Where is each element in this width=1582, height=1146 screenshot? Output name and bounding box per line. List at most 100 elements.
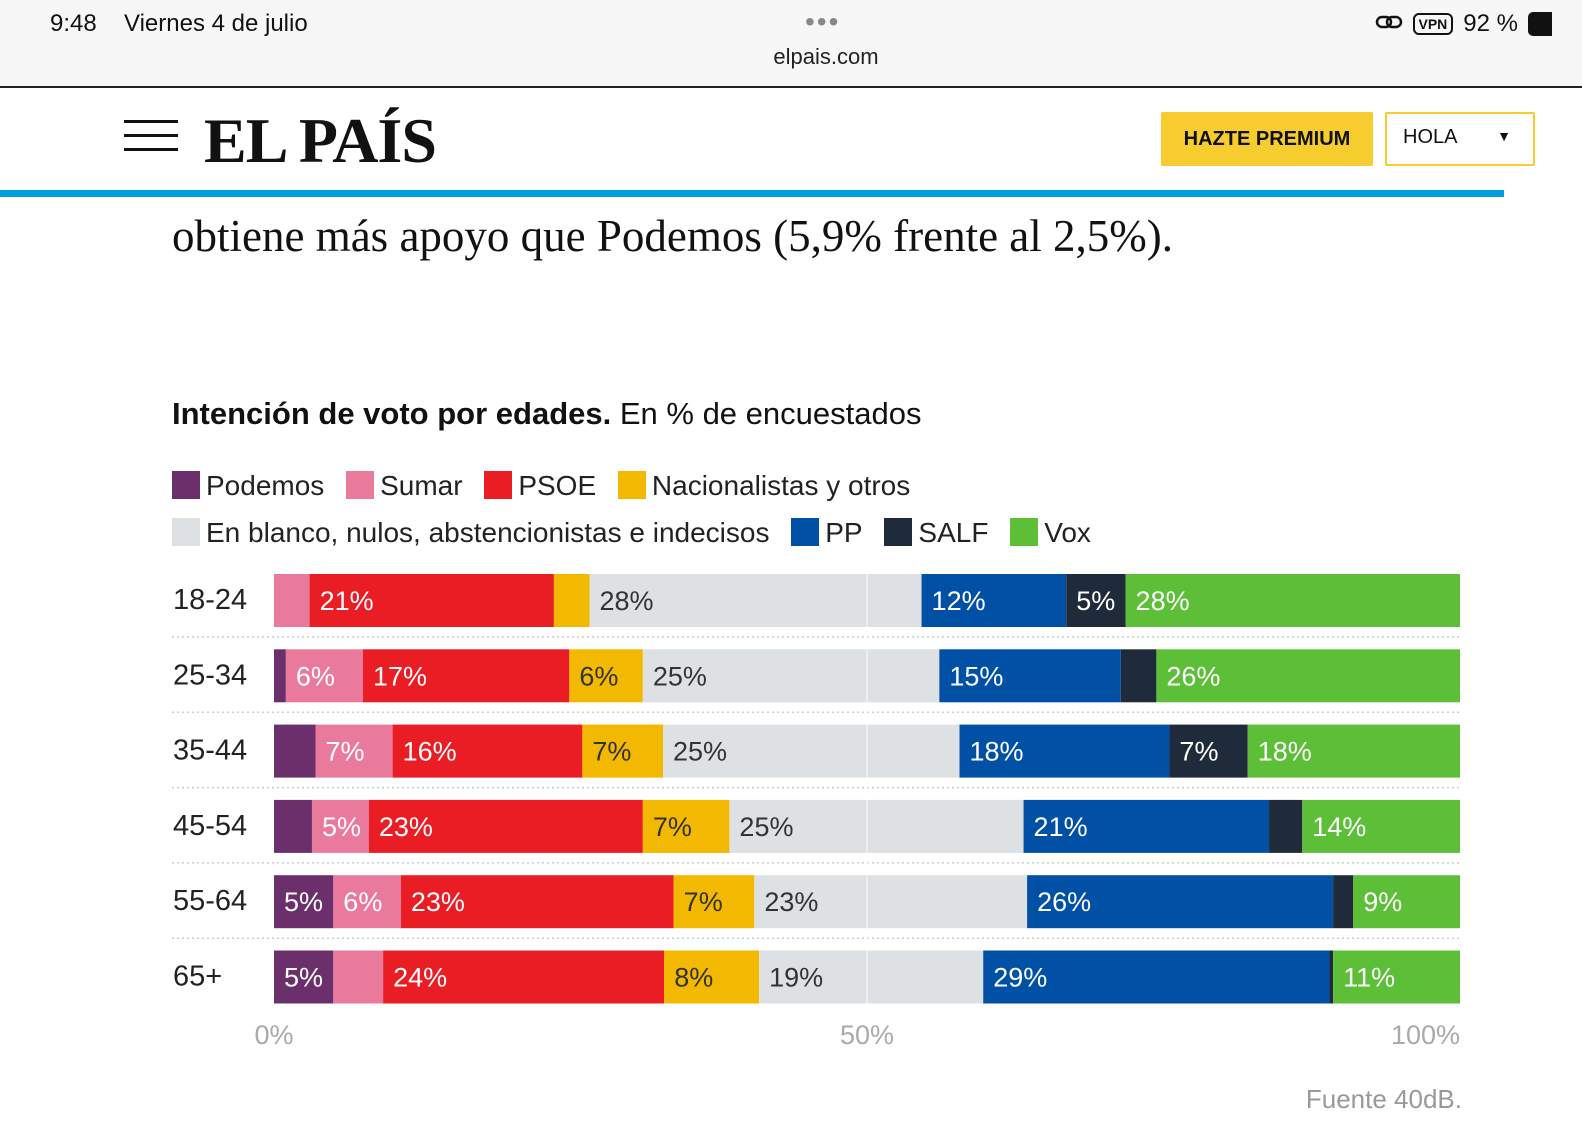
bar-segment — [383, 950, 665, 1004]
chart-subtitle: En % de encuestados — [619, 396, 922, 431]
bar-segment — [1156, 649, 1460, 703]
bar-segment — [274, 950, 334, 1004]
legend-item: Sumar — [346, 470, 463, 501]
bar-segment — [754, 875, 1028, 929]
bar-segment — [1269, 799, 1303, 853]
account-button[interactable]: HOLA ▼ — [1385, 112, 1535, 166]
data-label: 23% — [379, 812, 433, 842]
legend-swatch — [791, 518, 820, 546]
bar-segment — [939, 649, 1121, 703]
status-bar: 9:48 Viernes 4 de julio ••• elpais.com V… — [0, 0, 1582, 88]
legend-item: En blanco, nulos, abstencionistas e inde… — [172, 517, 769, 548]
chart-title: Intención de voto por edades. En % de en… — [172, 396, 921, 432]
data-label: 23% — [411, 887, 465, 917]
bar-segment — [582, 724, 664, 778]
bar-segment — [274, 574, 310, 627]
bar-segment — [642, 649, 940, 703]
data-label: 7% — [326, 737, 365, 767]
bar-segment — [368, 799, 643, 853]
data-label: 18% — [970, 737, 1024, 767]
category-label: 18-24 — [173, 584, 247, 616]
bar-segment — [1066, 574, 1126, 627]
bar-segment — [1329, 950, 1334, 1004]
bar-segment — [400, 875, 674, 929]
bar-segment — [362, 649, 570, 703]
vpn-badge: VPN — [1412, 13, 1454, 35]
x-tick-label: 100% — [1391, 1020, 1460, 1050]
caret-down-icon: ▼ — [1497, 128, 1511, 144]
menu-icon[interactable] — [124, 120, 178, 154]
legend-swatch — [172, 518, 200, 546]
article-text: obtiene más apoyo que Podemos (5,9% fren… — [172, 211, 1173, 261]
bar-segment — [1023, 799, 1270, 853]
legend-item: Nacionalistas y otros — [617, 470, 911, 501]
site-logo[interactable]: EL PAÍS — [204, 105, 437, 176]
legend-label: Nacionalistas y otros — [651, 470, 911, 501]
data-label: 7% — [653, 812, 692, 842]
legend-label: Vox — [1044, 517, 1091, 548]
bar-segment — [309, 574, 554, 627]
data-label: 12% — [932, 586, 986, 616]
chart-source: Fuente 40dB. — [1305, 1084, 1462, 1114]
data-label: 7% — [1179, 737, 1218, 767]
legend-item: PP — [791, 517, 863, 548]
bar-segment — [1353, 875, 1460, 929]
battery-percent: 92 % — [1463, 10, 1518, 37]
data-label: 15% — [949, 661, 1003, 691]
data-label: 25% — [653, 661, 707, 691]
more-dots-icon[interactable]: ••• — [805, 6, 841, 37]
chart-legend: Podemos Sumar PSOE Nacionalistas y otros… — [172, 462, 1462, 556]
premium-button[interactable]: HAZTE PREMIUM — [1161, 112, 1373, 166]
battery-icon — [1528, 12, 1552, 36]
address-bar-url[interactable]: elpais.com — [773, 44, 879, 69]
legend-label: PP — [825, 517, 863, 548]
bar-segment — [285, 649, 363, 703]
bar-segment — [1333, 875, 1354, 929]
data-label: 8% — [674, 963, 713, 993]
chart-title-bold: Intención de voto por edades. — [172, 396, 612, 431]
bar-segment — [959, 724, 1170, 778]
data-label: 7% — [684, 887, 723, 917]
legend-label: En blanco, nulos, abstencionistas e inde… — [206, 517, 770, 548]
bar-segment — [333, 875, 401, 929]
bar-segment — [983, 950, 1330, 1004]
bar-segment — [274, 875, 334, 929]
bar-segment — [274, 649, 286, 703]
reading-progress-bar — [0, 190, 1504, 197]
data-label: 5% — [284, 887, 323, 917]
data-label: 5% — [1076, 586, 1115, 616]
data-label: 5% — [284, 963, 323, 993]
data-label: 11% — [1343, 963, 1395, 993]
bar-segment — [729, 799, 1024, 853]
x-tick-label: 0% — [254, 1020, 293, 1050]
category-label: 65+ — [173, 961, 222, 993]
status-time: 9:48 — [50, 10, 97, 37]
legend-swatch — [884, 518, 913, 546]
bar-segment — [569, 649, 643, 703]
bar-segment — [1125, 574, 1460, 627]
legend-item: PSOE — [484, 470, 596, 501]
data-label: 25% — [739, 812, 793, 842]
data-label: 6% — [296, 661, 335, 691]
bar-segment — [589, 574, 922, 627]
data-label: 21% — [320, 586, 374, 616]
bar-segment — [759, 950, 984, 1004]
data-label: 17% — [373, 661, 427, 691]
x-tick-label: 50% — [840, 1020, 894, 1050]
category-label: 25-34 — [173, 659, 247, 691]
legend-label: PSOE — [518, 470, 597, 501]
legend-item: Podemos — [172, 470, 324, 501]
bar-segment — [673, 875, 755, 929]
bar-segment — [1027, 875, 1334, 929]
data-label: 25% — [673, 737, 727, 767]
legend-swatch — [346, 471, 375, 499]
data-label: 16% — [403, 737, 457, 767]
data-label: 21% — [1034, 812, 1088, 842]
bar-segment — [1302, 799, 1460, 853]
category-label: 45-54 — [173, 810, 247, 842]
bar-segment — [921, 574, 1067, 627]
bar-segment — [1247, 724, 1460, 778]
account-label: HOLA — [1403, 126, 1458, 148]
bar-segment — [642, 799, 730, 853]
